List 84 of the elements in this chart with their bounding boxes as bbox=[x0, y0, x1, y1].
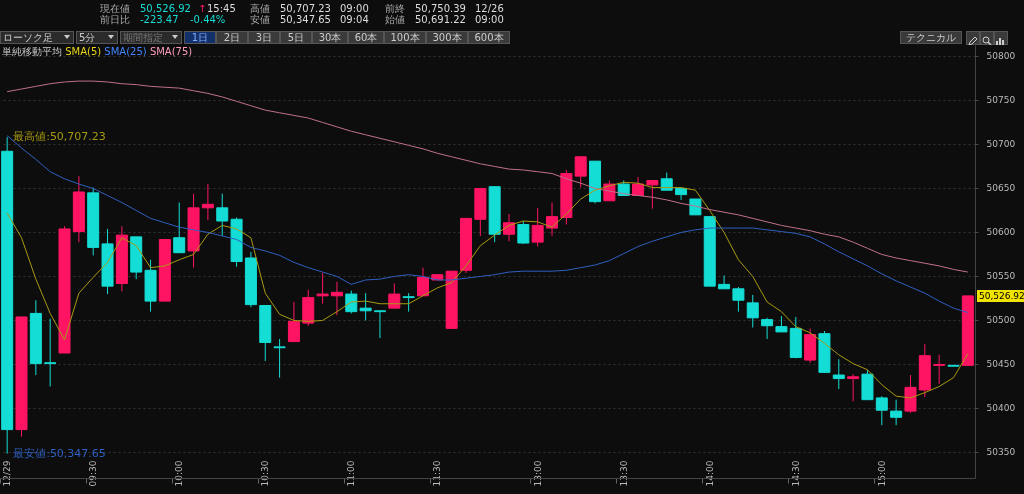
candlestick bbox=[359, 292, 372, 321]
candlestick bbox=[531, 207, 544, 248]
text: 前日比 bbox=[100, 14, 130, 26]
candlestick bbox=[402, 292, 415, 313]
text: 50,707.23 bbox=[280, 3, 331, 15]
annotation: 最安値:50,347.65 bbox=[13, 446, 106, 460]
text: 1日 bbox=[184, 31, 216, 44]
y-tick-label: 50700 bbox=[986, 139, 1016, 150]
legend-title: 単純移動平均 bbox=[2, 46, 62, 57]
candlestick bbox=[761, 317, 774, 340]
line-series bbox=[6, 80, 969, 273]
candlestick bbox=[832, 358, 845, 390]
text: 15:45 bbox=[207, 3, 236, 15]
text: 始値 bbox=[385, 14, 405, 26]
candlestick bbox=[216, 193, 229, 237]
x-tick-label: 14:30 bbox=[790, 460, 801, 487]
text: 600本 bbox=[468, 31, 510, 44]
y-tick-label: 50500 bbox=[986, 315, 1016, 326]
text: 5日 bbox=[280, 31, 312, 44]
text: ↑ bbox=[198, 3, 207, 15]
text: 3日 bbox=[248, 31, 280, 44]
candlestick bbox=[904, 374, 917, 414]
text: 50,526.92 bbox=[140, 3, 191, 15]
text: 50,526.92 bbox=[977, 289, 1024, 302]
candlestick bbox=[388, 283, 401, 309]
text: 2日 bbox=[216, 31, 248, 44]
candlestick bbox=[890, 399, 903, 426]
text: ローソク足 bbox=[0, 31, 74, 44]
text: SMA(5) bbox=[65, 46, 102, 57]
y-tick-label: 50550 bbox=[986, 271, 1016, 282]
candlestick bbox=[718, 275, 731, 290]
candlestick bbox=[273, 338, 286, 379]
text: 5分 bbox=[76, 31, 118, 44]
text: 50,691.22 bbox=[415, 14, 466, 26]
y-tick-label: 50800 bbox=[986, 51, 1016, 62]
candlestick bbox=[316, 272, 329, 305]
candlestick bbox=[646, 180, 659, 210]
text: 安値 bbox=[250, 14, 270, 26]
text: 100本 bbox=[384, 31, 426, 44]
candlestick bbox=[44, 318, 57, 387]
x-tick-label: 14:00 bbox=[704, 460, 715, 487]
x-tick-label: 11:30 bbox=[432, 460, 443, 487]
text: 現在値 bbox=[100, 3, 130, 15]
candlestick bbox=[330, 281, 343, 316]
annotation: 最高値:50,707.23 bbox=[13, 130, 106, 144]
text: 300本 bbox=[426, 31, 468, 44]
y-tick-label: 50600 bbox=[986, 227, 1016, 238]
text: 前終 bbox=[385, 3, 405, 15]
text: -0.44% bbox=[190, 14, 226, 26]
candlestick bbox=[875, 395, 888, 426]
y-tick-label: 50350 bbox=[986, 447, 1016, 458]
text: 12/26 bbox=[475, 3, 504, 15]
text: 高値 bbox=[250, 3, 270, 15]
candlestick bbox=[416, 267, 429, 297]
candlestick bbox=[732, 286, 745, 313]
candlestick bbox=[675, 187, 688, 201]
text: 50,347.65 bbox=[280, 14, 331, 26]
text: SMA(75) bbox=[149, 46, 193, 57]
text: 30本 bbox=[312, 31, 348, 44]
candlestick bbox=[847, 373, 860, 402]
y-tick-label: 50650 bbox=[986, 183, 1016, 194]
y-tick-label: 50450 bbox=[986, 359, 1016, 370]
y-tick-label: 50750 bbox=[986, 95, 1016, 106]
text: -223.47 bbox=[140, 14, 179, 26]
candlestick bbox=[746, 294, 759, 329]
text: テクニカル bbox=[900, 31, 962, 44]
text: 09:00 bbox=[475, 14, 504, 26]
text: SMA(25) bbox=[104, 46, 147, 57]
text: 60本 bbox=[348, 31, 384, 44]
candlestick bbox=[201, 183, 214, 221]
candlestick bbox=[933, 354, 946, 385]
x-tick-label: 11:00 bbox=[346, 460, 357, 487]
x-tick-label: 10:00 bbox=[174, 460, 185, 487]
x-tick-label: 10:30 bbox=[260, 460, 271, 487]
text: 09:00 bbox=[340, 3, 369, 15]
candlestick bbox=[287, 301, 300, 343]
text: 09:04 bbox=[340, 14, 369, 26]
y-tick-label: 50400 bbox=[986, 403, 1016, 414]
candlestick bbox=[517, 220, 530, 245]
candlestick bbox=[373, 310, 386, 339]
text: 50,750.39 bbox=[415, 3, 466, 15]
candlestick bbox=[574, 156, 587, 189]
text: 期間指定 bbox=[120, 31, 182, 44]
candlestick bbox=[173, 202, 186, 254]
